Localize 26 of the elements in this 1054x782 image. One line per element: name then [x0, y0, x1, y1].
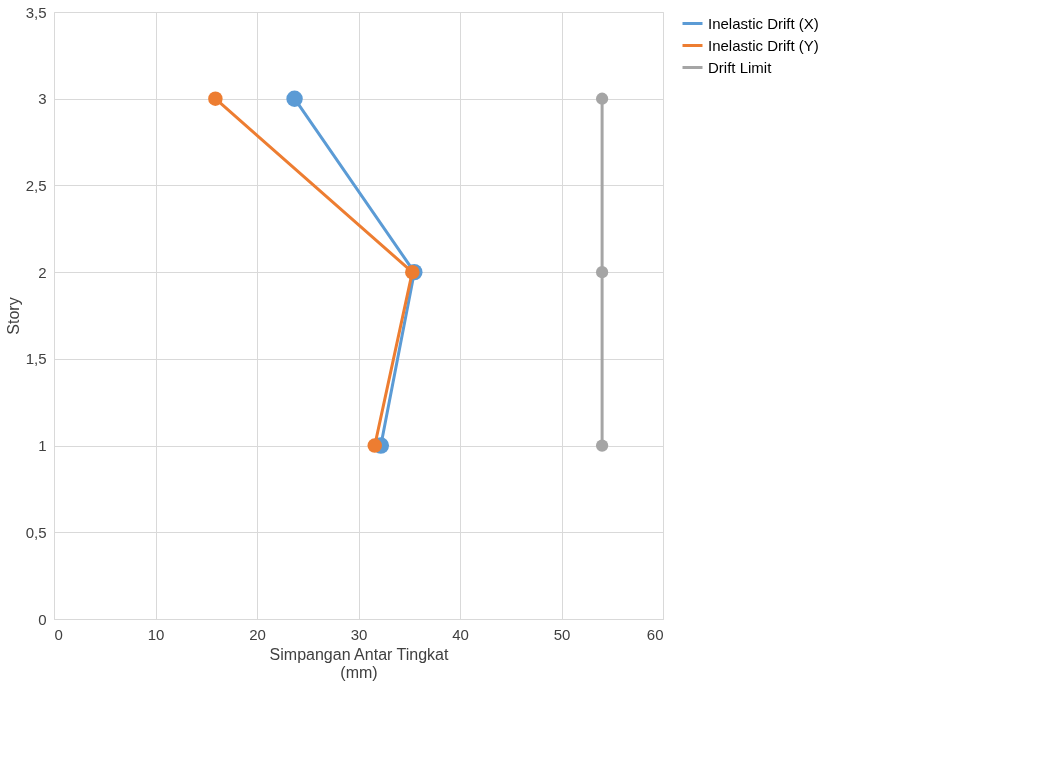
- y-tick-label: 1: [38, 437, 47, 455]
- y-tick-label: 0: [38, 610, 47, 628]
- point: [595, 266, 609, 279]
- point: [367, 438, 382, 453]
- x-tick-label: 40: [452, 625, 469, 643]
- x-axis-title: Simpangan Antar Tingkat (mm): [269, 645, 449, 681]
- point: [208, 91, 223, 106]
- x-tick-label: 20: [249, 625, 266, 643]
- legend-label: Inelastic Drift (X): [708, 14, 819, 32]
- y-tick-label: 1,5: [25, 350, 47, 368]
- y-tick-label: 3,5: [25, 3, 47, 21]
- y-tick-label: 0,5: [25, 523, 47, 541]
- x-tick-label: 50: [553, 625, 571, 643]
- y-tick-label: 2,5: [25, 176, 47, 194]
- point: [595, 439, 609, 452]
- legend-label: Inelastic Drift (Y): [708, 36, 819, 54]
- point: [595, 92, 609, 105]
- legend-label: Drift Limit: [708, 58, 773, 76]
- x-tick-label: 10: [147, 625, 165, 643]
- y-tick-label: 2: [38, 263, 47, 281]
- x-tick-label: 0: [54, 625, 63, 643]
- y-axis-title: Story: [4, 297, 22, 335]
- x-tick-label: 30: [350, 625, 368, 643]
- y-tick-label: 3: [38, 90, 47, 108]
- x-tick-label: 60: [646, 625, 664, 643]
- point: [286, 90, 303, 107]
